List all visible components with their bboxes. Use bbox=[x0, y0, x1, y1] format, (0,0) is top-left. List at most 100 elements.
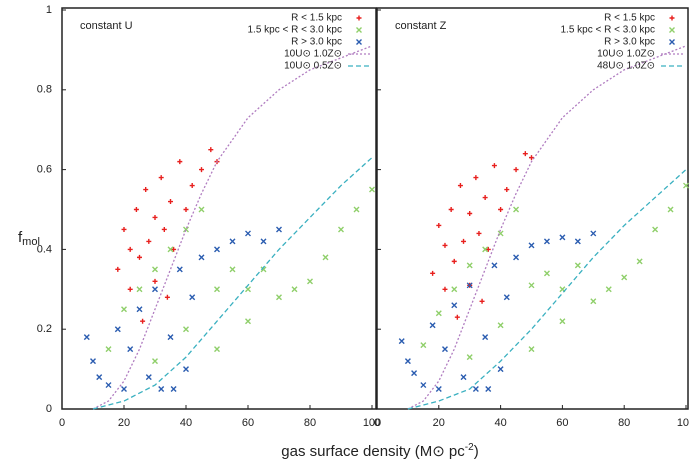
data-point bbox=[171, 246, 177, 252]
data-point bbox=[559, 234, 566, 241]
data-point bbox=[105, 382, 112, 389]
data-point bbox=[121, 386, 127, 393]
model-curve bbox=[92, 45, 373, 410]
data-point bbox=[198, 254, 205, 261]
data-point bbox=[158, 386, 165, 393]
data-point bbox=[466, 354, 473, 361]
data-point bbox=[485, 386, 492, 393]
x-label-end: ) bbox=[474, 443, 479, 460]
data-point bbox=[485, 246, 491, 252]
data-point bbox=[136, 306, 143, 313]
legend-label: 10U⊙ 1.0Z⊙ bbox=[284, 49, 342, 60]
data-point bbox=[513, 254, 520, 261]
data-point bbox=[167, 246, 174, 253]
data-point bbox=[559, 318, 566, 325]
data-point bbox=[476, 230, 482, 236]
data-point bbox=[636, 258, 643, 265]
data-point bbox=[152, 286, 158, 293]
data-point bbox=[605, 286, 612, 293]
data-point bbox=[482, 195, 488, 201]
data-point bbox=[198, 206, 205, 213]
data-point bbox=[491, 262, 498, 269]
data-point bbox=[137, 254, 142, 260]
data-point bbox=[245, 230, 251, 237]
data-point bbox=[466, 282, 473, 289]
data-point bbox=[503, 294, 510, 301]
data-point bbox=[152, 278, 158, 284]
data-point bbox=[543, 238, 550, 245]
data-point bbox=[176, 266, 183, 273]
data-point bbox=[369, 186, 375, 193]
data-point bbox=[621, 274, 628, 281]
data-point bbox=[167, 334, 174, 341]
legend-label: R < 1.5 kpc bbox=[604, 13, 655, 24]
data-point bbox=[442, 242, 448, 248]
data-point bbox=[528, 242, 535, 249]
data-point bbox=[543, 270, 550, 277]
legend-swatch bbox=[669, 15, 675, 21]
data-point bbox=[229, 238, 236, 245]
data-point bbox=[158, 175, 164, 181]
data-point bbox=[136, 286, 143, 293]
data-point bbox=[189, 183, 195, 189]
data-point bbox=[164, 294, 170, 300]
x-tick-label: 80 bbox=[304, 417, 316, 429]
x-tick-label: 40 bbox=[180, 417, 192, 429]
data-point bbox=[430, 270, 436, 276]
panel-label: constant U bbox=[80, 20, 133, 32]
data-point bbox=[454, 314, 460, 320]
y-tick-label: 1 bbox=[46, 4, 52, 16]
data-point bbox=[276, 226, 282, 233]
data-point bbox=[466, 262, 473, 269]
data-point bbox=[291, 286, 298, 293]
data-point bbox=[652, 226, 659, 233]
data-point bbox=[170, 386, 177, 393]
data-point bbox=[127, 286, 133, 292]
data-point bbox=[429, 322, 436, 329]
data-point bbox=[461, 238, 467, 244]
data-point bbox=[435, 386, 442, 393]
data-point bbox=[307, 278, 313, 285]
y-tick-label: 0.2 bbox=[37, 323, 52, 335]
data-point bbox=[398, 338, 405, 345]
data-point bbox=[451, 302, 458, 309]
plot-frame bbox=[61, 7, 377, 410]
data-point bbox=[574, 262, 581, 269]
data-point bbox=[183, 366, 189, 373]
data-point bbox=[168, 199, 173, 205]
x-tick-label: 60 bbox=[242, 417, 254, 429]
model-curve bbox=[407, 45, 687, 410]
data-point bbox=[276, 294, 282, 301]
data-point bbox=[322, 254, 329, 261]
x-tick-label: 40 bbox=[494, 417, 506, 429]
legend-label: R > 3.0 kpc bbox=[291, 37, 342, 48]
legend-swatch bbox=[356, 39, 362, 45]
data-point bbox=[482, 334, 489, 341]
data-point bbox=[513, 206, 520, 213]
data-point bbox=[145, 374, 152, 381]
data-point bbox=[472, 386, 479, 393]
data-point bbox=[420, 342, 427, 349]
data-point bbox=[177, 159, 183, 165]
model-curve bbox=[407, 169, 687, 410]
data-point bbox=[479, 298, 485, 304]
y-tick-label: 0 bbox=[46, 403, 52, 415]
data-point bbox=[528, 346, 535, 353]
x-tick-label: 20 bbox=[433, 417, 445, 429]
data-point bbox=[183, 207, 189, 212]
legend-swatch bbox=[356, 15, 362, 21]
x-label-sup: -2 bbox=[465, 442, 474, 453]
data-point bbox=[473, 175, 479, 181]
data-point bbox=[127, 346, 134, 353]
x-axis-label: gas surface density (M⊙ pc-2) bbox=[281, 442, 478, 460]
data-point bbox=[683, 182, 689, 189]
data-point bbox=[199, 167, 204, 173]
data-point bbox=[435, 310, 442, 317]
y-tick-label: 0.6 bbox=[37, 164, 52, 176]
data-point bbox=[152, 266, 158, 273]
legend-label: 48U⊙ 1.0Z⊙ bbox=[597, 61, 655, 72]
data-point bbox=[114, 326, 121, 333]
legend-swatch bbox=[669, 39, 675, 45]
data-point bbox=[442, 286, 448, 292]
